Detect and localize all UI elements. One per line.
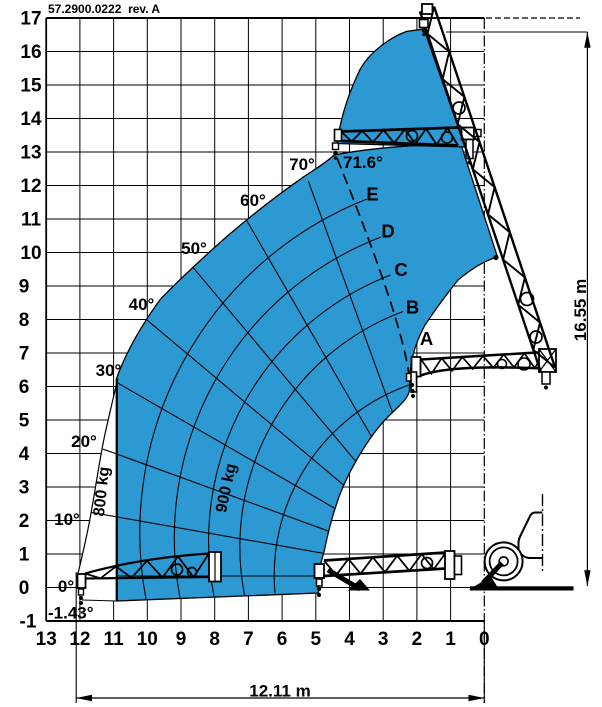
svg-text:60°: 60° — [240, 191, 266, 210]
svg-text:1: 1 — [445, 629, 456, 650]
svg-text:3: 3 — [19, 478, 30, 499]
svg-text:12: 12 — [20, 176, 41, 197]
svg-text:15: 15 — [20, 76, 42, 97]
svg-text:50°: 50° — [181, 239, 207, 258]
svg-text:C: C — [394, 259, 407, 280]
svg-text:13: 13 — [36, 629, 57, 650]
svg-text:5: 5 — [19, 411, 30, 432]
svg-text:57.2900.0222 rev. A: 57.2900.0222 rev. A — [48, 2, 160, 16]
svg-text:6: 6 — [19, 377, 30, 398]
svg-text:E: E — [366, 184, 378, 205]
svg-text:70°: 70° — [289, 155, 315, 174]
svg-text:3: 3 — [378, 629, 389, 650]
svg-text:16: 16 — [20, 42, 41, 63]
svg-text:0: 0 — [19, 578, 30, 599]
svg-text:1: 1 — [19, 545, 30, 566]
svg-text:A: A — [420, 328, 433, 349]
svg-text:4: 4 — [344, 629, 355, 650]
svg-text:12: 12 — [69, 629, 90, 650]
svg-text:11: 11 — [104, 629, 125, 650]
svg-text:9: 9 — [176, 629, 187, 650]
svg-text:20°: 20° — [71, 432, 97, 451]
svg-text:4: 4 — [19, 444, 30, 465]
svg-text:7: 7 — [243, 629, 254, 650]
svg-text:16.55 m: 16.55 m — [571, 279, 590, 341]
svg-text:2: 2 — [412, 629, 423, 650]
svg-text:10: 10 — [137, 629, 158, 650]
svg-text:7: 7 — [19, 344, 30, 365]
svg-text:12.11 m: 12.11 m — [249, 682, 310, 701]
svg-text:800 kg: 800 kg — [91, 466, 113, 517]
svg-text:6: 6 — [277, 629, 288, 650]
svg-text:8: 8 — [209, 629, 220, 650]
svg-text:40°: 40° — [129, 295, 155, 314]
svg-text:9: 9 — [19, 277, 30, 298]
svg-text:-1.43°: -1.43° — [48, 604, 94, 623]
svg-text:14: 14 — [20, 109, 42, 130]
svg-text:D: D — [381, 221, 394, 242]
svg-text:2: 2 — [19, 511, 30, 532]
svg-text:8: 8 — [19, 310, 30, 331]
svg-text:-1: -1 — [20, 612, 37, 633]
svg-text:17: 17 — [20, 9, 41, 30]
svg-text:5: 5 — [311, 629, 322, 650]
svg-text:30°: 30° — [96, 361, 122, 380]
svg-text:10: 10 — [20, 243, 41, 264]
svg-text:0: 0 — [479, 629, 490, 650]
svg-text:0°: 0° — [58, 577, 74, 596]
svg-text:71.6°: 71.6° — [343, 153, 383, 172]
svg-text:10°: 10° — [54, 510, 80, 529]
svg-text:B: B — [406, 297, 419, 318]
svg-text:11: 11 — [21, 210, 42, 231]
svg-text:13: 13 — [20, 143, 41, 164]
